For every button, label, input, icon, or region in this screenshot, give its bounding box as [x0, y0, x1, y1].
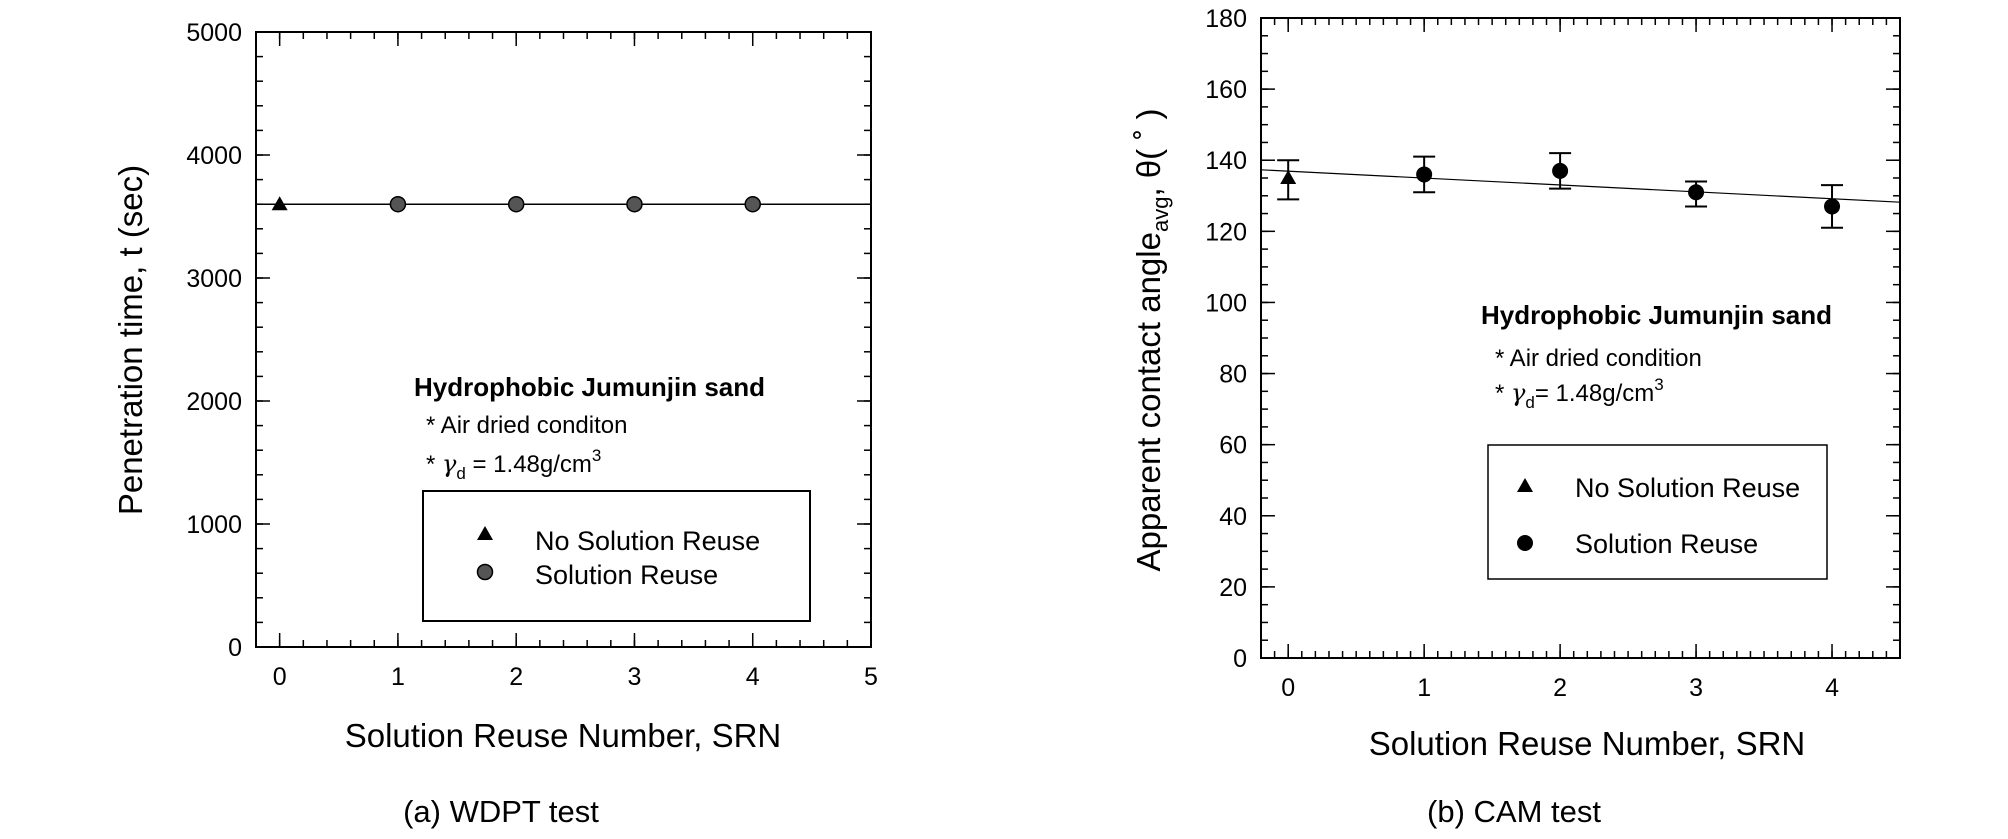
y-tick-label: 140 — [1205, 147, 1247, 175]
panel-b-y-axis-title-tail: , θ( ˚ ) — [1130, 109, 1167, 197]
panel-a-caption: (a) WDPT test — [403, 794, 599, 829]
panel-b-caption: (b) CAM test — [1427, 794, 1601, 829]
y-tick-label: 120 — [1205, 218, 1247, 246]
x-tick-label: 4 — [1825, 674, 1839, 702]
panel-b-density-value: = 1.48g/cm — [1535, 380, 1654, 407]
panel-a-legend-circle-marker — [476, 563, 494, 581]
y-tick-label: 80 — [1219, 361, 1247, 389]
panel-b-legend-label-reuse: Solution Reuse — [1575, 529, 1758, 559]
data-point-triangle — [271, 196, 288, 211]
y-tick-label: 20 — [1219, 574, 1247, 602]
panel-a-tick-labels: 0 1 2 3 4 5 0 1000 2000 3000 4000 5000 — [186, 19, 878, 691]
panel-b-legend-label-no-reuse: No Solution Reuse — [1575, 473, 1800, 503]
panel-a-annotation-title: Hydrophobic Jumunjin sand — [414, 372, 765, 402]
panel-a-legend-triangle-marker — [477, 526, 493, 540]
panel-a-density-superscript: 3 — [592, 446, 601, 465]
y-tick-label: 4000 — [186, 142, 242, 170]
panel-b-annotation-line1: * Air dried condition — [1495, 345, 1702, 372]
x-tick-label: 0 — [273, 663, 287, 691]
panel-b-plot-frame — [1260, 17, 1901, 659]
panel-a-y-axis-title: Penetration time, t (sec) — [112, 165, 149, 515]
y-tick-label: 180 — [1205, 5, 1247, 33]
x-tick-label: 5 — [864, 663, 878, 691]
y-tick-label: 100 — [1205, 289, 1247, 317]
panel-a-density-value: = 1.48g/cm — [466, 451, 592, 478]
data-point-circle — [507, 195, 525, 213]
panel-b-legend-triangle-marker — [1517, 478, 1533, 492]
y-tick-label: 5000 — [186, 19, 242, 47]
panel-a-annotation-line2-prefix: * — [426, 451, 442, 478]
panel-b-data-points — [1280, 162, 1841, 215]
panel-b-annotation-line2: * γd= 1.48g/cm3 — [1495, 375, 1664, 412]
data-point-triangle — [1280, 170, 1297, 184]
panel-a-legend-box — [422, 490, 811, 622]
panel-a-legend-label-no-reuse: No Solution Reuse — [535, 526, 760, 556]
x-tick-label: 0 — [1281, 674, 1295, 702]
x-tick-label: 1 — [1417, 674, 1431, 702]
panel-a-x-axis-title: Solution Reuse Number, SRN — [345, 717, 782, 754]
panel-a-wdpt-chart: 0 1 2 3 4 5 0 1000 2000 3000 4000 5000 Penetration … — [112, 19, 878, 829]
panel-a-ticks — [255, 31, 872, 648]
panel-a-annotation: Hydrophobic Jumunjin sand * Air dried co… — [414, 372, 765, 483]
panel-b-annotation-line2-prefix: * — [1495, 380, 1511, 407]
panel-a-gamma-subscript: d — [456, 464, 465, 483]
panel-b-annotation-title: Hydrophobic Jumunjin sand — [1481, 300, 1832, 330]
y-tick-label: 3000 — [186, 265, 242, 293]
x-tick-label: 3 — [628, 663, 642, 691]
data-point-circle — [744, 195, 761, 213]
data-point-circle — [1824, 198, 1841, 215]
data-point-circle — [1688, 184, 1705, 201]
panel-a-gamma-symbol: γ — [442, 450, 457, 478]
panel-b-y-axis-title-main: Apparent contact angle — [1130, 232, 1167, 571]
panel-b-gamma-subscript: d — [1525, 393, 1534, 412]
panel-b-legend-box — [1487, 444, 1828, 580]
y-tick-label: 40 — [1219, 503, 1247, 531]
y-tick-label: 60 — [1219, 432, 1247, 460]
panel-b-legend-circle-marker — [1517, 535, 1533, 551]
panel-a-annotation-line1: * Air dried conditon — [426, 412, 627, 439]
y-tick-label: 1000 — [186, 511, 242, 539]
y-tick-label: 160 — [1205, 76, 1247, 104]
panel-a-legend: No Solution Reuse Solution Reuse — [422, 490, 811, 622]
panel-b-gamma-symbol: γ — [1511, 379, 1526, 407]
panel-b-y-axis-title-sub: avg — [1148, 197, 1173, 232]
x-tick-label: 2 — [509, 663, 523, 691]
y-tick-label: 0 — [228, 634, 242, 662]
y-tick-label: 2000 — [186, 388, 242, 416]
data-point-circle — [626, 195, 643, 213]
panel-b-legend: No Solution Reuse Solution Reuse — [1487, 444, 1828, 580]
y-tick-label: 0 — [1233, 645, 1247, 673]
data-point-circle — [389, 195, 407, 213]
x-tick-label: 1 — [391, 663, 405, 691]
x-tick-label: 3 — [1689, 674, 1703, 702]
panel-b-x-axis-title: Solution Reuse Number, SRN — [1369, 725, 1806, 762]
panel-b-y-axis-title: Apparent contact angleavg, θ( ˚ ) — [1130, 109, 1173, 572]
panel-a-annotation-line2: * γd = 1.48g/cm3 — [426, 446, 601, 483]
panel-b-ticks — [1260, 17, 1901, 659]
panel-a-legend-label-reuse: Solution Reuse — [535, 560, 718, 590]
data-point-circle — [1416, 166, 1433, 183]
data-point-circle — [1552, 162, 1569, 179]
x-tick-label: 2 — [1553, 674, 1567, 702]
panel-b-annotation: Hydrophobic Jumunjin sand * Air dried co… — [1481, 300, 1832, 412]
panel-a-data-points — [271, 195, 761, 213]
panel-b-density-superscript: 3 — [1654, 375, 1663, 394]
panel-b-trendline — [1260, 169, 1901, 203]
x-tick-label: 4 — [746, 663, 760, 691]
